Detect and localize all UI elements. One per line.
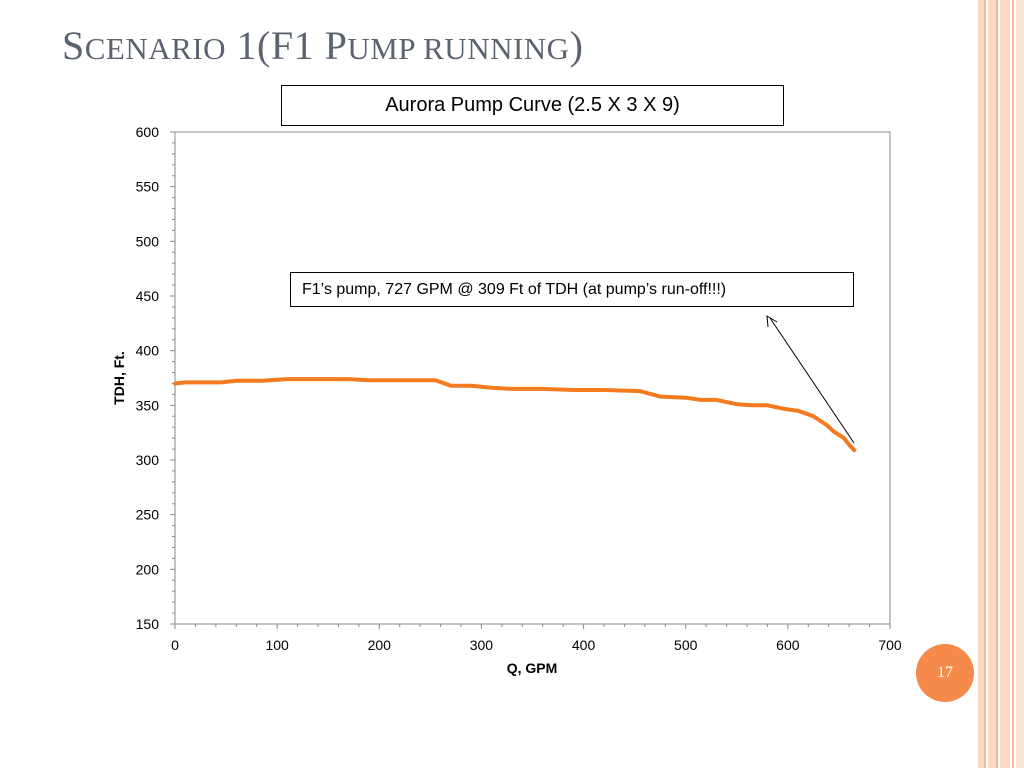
y-tick-label: 600	[136, 124, 160, 140]
decorative-stripes	[978, 0, 1024, 768]
title-part: 1(F1 P	[226, 23, 348, 68]
pump-curve-line	[173, 377, 857, 453]
y-tick-label: 250	[136, 507, 160, 523]
y-tick-label: 400	[136, 343, 160, 359]
y-tick-label: 150	[136, 616, 160, 632]
title-part: UMP RUNNING	[347, 31, 570, 66]
chart-title: Aurora Pump Curve (2.5 X 3 X 9)	[281, 85, 784, 126]
y-axis-label: TDH, Ft.	[111, 351, 127, 405]
y-tick-label: 550	[136, 179, 160, 195]
y-tick-label: 300	[136, 452, 160, 468]
y-tick-label: 200	[136, 561, 160, 577]
y-tick-label: 500	[136, 233, 160, 249]
x-tick-label: 600	[776, 637, 800, 653]
title-part: CENARIO	[84, 31, 227, 66]
x-tick-label: 500	[674, 637, 698, 653]
x-tick-label: 200	[368, 637, 392, 653]
x-tick-label: 300	[470, 637, 494, 653]
x-axis-label: Q, GPM	[506, 660, 558, 676]
title-part: S	[62, 23, 85, 68]
annotation-arrowhead	[766, 315, 778, 328]
y-tick-label: 350	[136, 397, 160, 413]
page-number-badge: 17	[916, 644, 974, 702]
y-tick-label: 450	[136, 288, 160, 304]
x-tick-label: 100	[265, 637, 289, 653]
x-tick-label: 700	[878, 637, 902, 653]
x-tick-label: 400	[572, 637, 596, 653]
annotation-arrow	[769, 317, 855, 444]
plot-area-border	[174, 131, 891, 625]
title-part: )	[569, 23, 584, 68]
annotation-label: F1’s pump, 727 GPM @ 309 Ft of TDH (at p…	[290, 272, 854, 307]
slide-title: SCENARIO 1(F1 PUMP RUNNING)	[62, 22, 583, 69]
x-tick-label: 0	[171, 637, 179, 653]
